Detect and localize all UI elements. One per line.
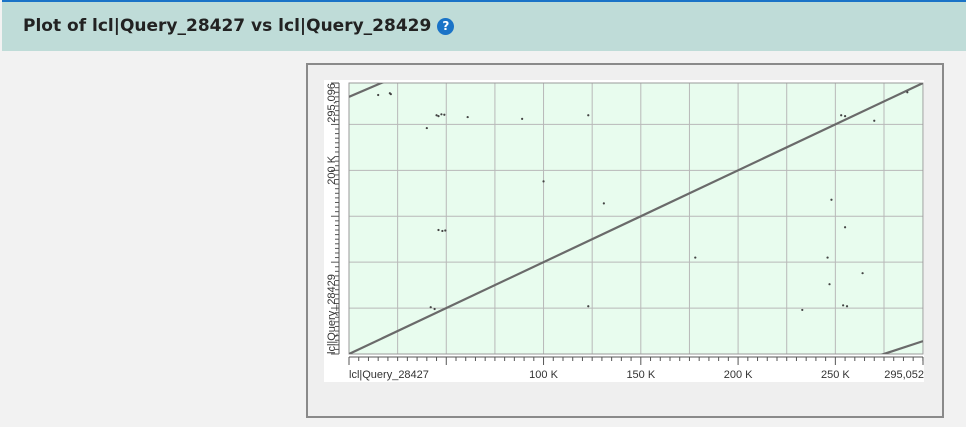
- alignment-segment: [349, 83, 385, 98]
- question-circle-icon[interactable]: ?: [437, 18, 455, 35]
- x-tick-label: 200 K: [724, 369, 753, 381]
- x-tick-label: 100 K: [529, 369, 558, 381]
- alignment-segment: [349, 83, 923, 354]
- match-point: [437, 115, 440, 118]
- match-point: [466, 115, 469, 119]
- x-tick-label: 150 K: [626, 369, 655, 381]
- page-title-text: Plot of lcl|Query_28427 vs lcl|Query_284…: [23, 16, 432, 36]
- match-point: [843, 115, 847, 118]
- match-point: [521, 117, 524, 121]
- match-point: [845, 305, 849, 308]
- match-point: [842, 304, 845, 307]
- match-point: [443, 113, 446, 116]
- match-point: [389, 93, 392, 96]
- page-title: Plot of lcl|Query_28427 vs lcl|Query_284…: [23, 16, 455, 36]
- match-point: [826, 256, 829, 259]
- match-point: [602, 202, 605, 205]
- match-point: [801, 308, 804, 312]
- match-point: [433, 307, 436, 311]
- page-header: Plot of lcl|Query_28427 vs lcl|Query_284…: [2, 0, 966, 51]
- match-point: [440, 113, 443, 116]
- match-point: [873, 119, 876, 122]
- match-point: [840, 114, 843, 117]
- match-point: [441, 229, 444, 233]
- y-tick-label: 200 K: [326, 155, 338, 184]
- match-point: [437, 228, 440, 232]
- x-tick-label: 295,052: [884, 369, 924, 381]
- match-point: [587, 114, 590, 117]
- match-point: [694, 256, 697, 259]
- alignment-segment: [880, 340, 923, 354]
- y-axis-title: lcl|Query_28429: [326, 274, 338, 354]
- match-point: [444, 229, 447, 232]
- match-point: [906, 91, 909, 94]
- x-axis-title: lcl|Query_28427: [349, 369, 429, 381]
- match-point: [830, 198, 833, 201]
- y-tick-label: 295,096: [326, 83, 338, 123]
- match-point: [377, 93, 380, 97]
- match-point: [843, 226, 847, 229]
- match-point: [828, 283, 831, 286]
- match-point: [542, 180, 545, 183]
- match-point: [425, 126, 428, 130]
- x-tick-label: 250 K: [821, 369, 850, 381]
- match-point: [587, 305, 590, 308]
- match-point: [429, 306, 432, 309]
- plot-border: [348, 82, 924, 355]
- match-point: [435, 114, 438, 117]
- match-point: [861, 272, 864, 275]
